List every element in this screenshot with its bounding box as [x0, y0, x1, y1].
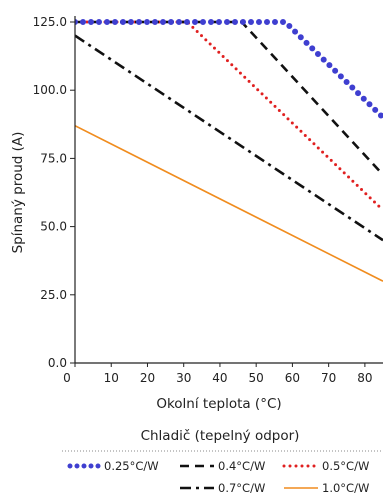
x-tick-label: 80 [357, 371, 372, 385]
series-line-1-0-C-W [75, 124, 383, 282]
y-tick-label: 0.0 [48, 356, 67, 370]
x-tick-label: 40 [212, 371, 227, 385]
legend-label: 0.25°C/W [104, 459, 159, 473]
legend-item: 0.25°C/W [67, 459, 159, 473]
legend-label: 0.5°C/W [322, 459, 369, 473]
series-line-0-25-C-W [75, 19, 383, 121]
x-tick-label: 20 [140, 371, 155, 385]
x-tick-label: 50 [249, 371, 264, 385]
y-axis-title: Spínaný proud (A) [10, 132, 26, 254]
x-tick-label: 0 [63, 371, 71, 385]
y-tick-label: 100.0 [33, 83, 67, 97]
y-axis: 0.0 25.0 50.0 75.0 100.0 125.0 [33, 15, 76, 370]
y-tick-label: 25.0 [40, 288, 67, 302]
x-axis: 0 10 20 30 40 50 60 70 80 [63, 362, 383, 385]
legend: Chladič (tepelný odpor) 0.25°C/W 0.4°C/W 0… [62, 428, 383, 495]
y-tick-label: 75.0 [40, 151, 67, 165]
x-tick-label: 70 [321, 371, 336, 385]
legend-item: 0.5°C/W [282, 459, 369, 473]
x-tick-label: 10 [104, 371, 119, 385]
legend-label: 0.4°C/W [218, 459, 265, 473]
plot-area [75, 19, 383, 282]
legend-title: Chladič (tepelný odpor) [141, 428, 300, 444]
y-tick-label: 125.0 [33, 15, 67, 29]
series-line-0-5-C-W [75, 20, 383, 212]
x-axis-title: Okolní teplota (°C) [156, 396, 281, 412]
series-line-0-4-C-W [75, 20, 383, 176]
x-tick-label: 60 [285, 371, 300, 385]
legend-item: 0.4°C/W [180, 459, 265, 473]
legend-label: 1.0°C/W [322, 481, 369, 495]
legend-label: 0.7°C/W [218, 481, 265, 495]
series-line-0-7-C-W [75, 34, 383, 242]
x-tick-label: 30 [176, 371, 191, 385]
legend-item: 0.7°C/W [180, 481, 265, 495]
y-tick-label: 50.0 [40, 220, 67, 234]
legend-item: 1.0°C/W [284, 481, 369, 495]
